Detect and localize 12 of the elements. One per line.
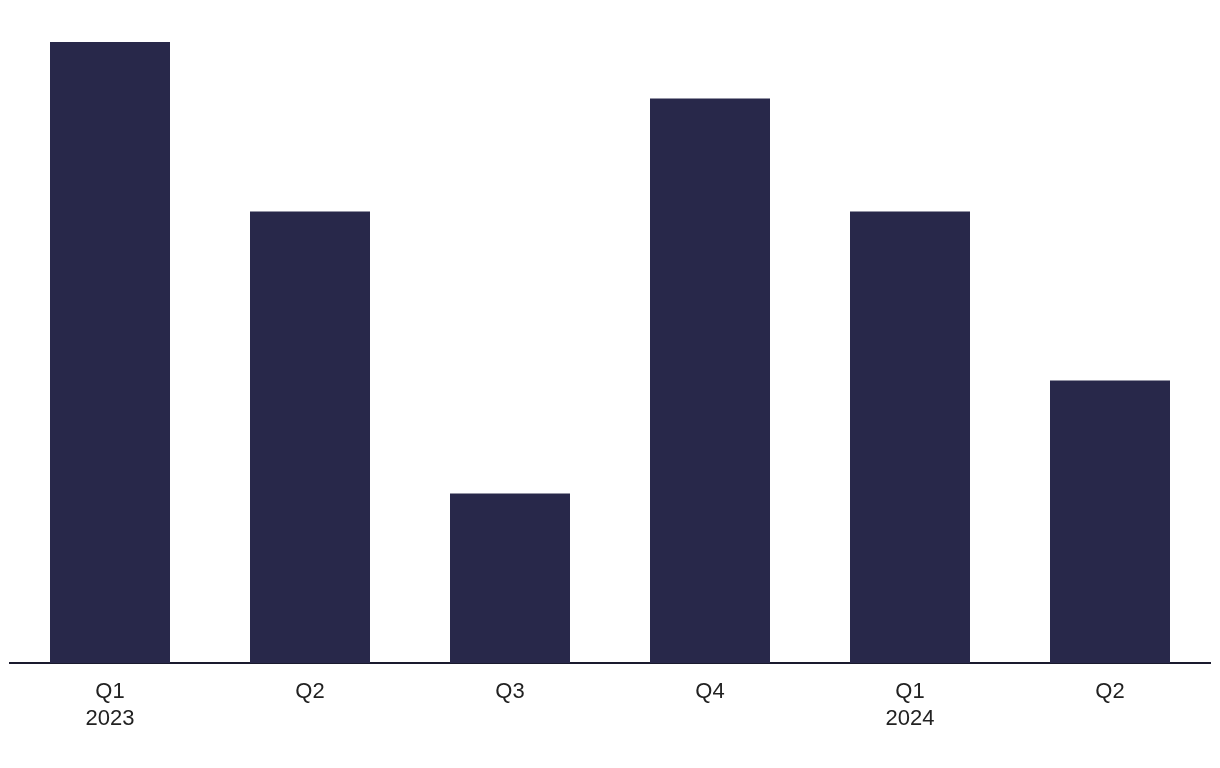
x-tick-label: Q3 xyxy=(495,678,525,704)
x-tick-label: Q4 xyxy=(695,678,725,704)
bar xyxy=(50,42,170,664)
bar xyxy=(1050,380,1170,664)
bar xyxy=(850,211,970,664)
x-tick-label: Q1 2024 xyxy=(885,678,935,730)
x-tick-label: Q1 2023 xyxy=(85,678,135,730)
bar xyxy=(650,98,770,664)
bar xyxy=(250,211,370,664)
bar xyxy=(450,493,570,664)
x-tick-label: Q2 xyxy=(295,678,325,704)
x-tick-label: Q2 xyxy=(1095,678,1125,704)
